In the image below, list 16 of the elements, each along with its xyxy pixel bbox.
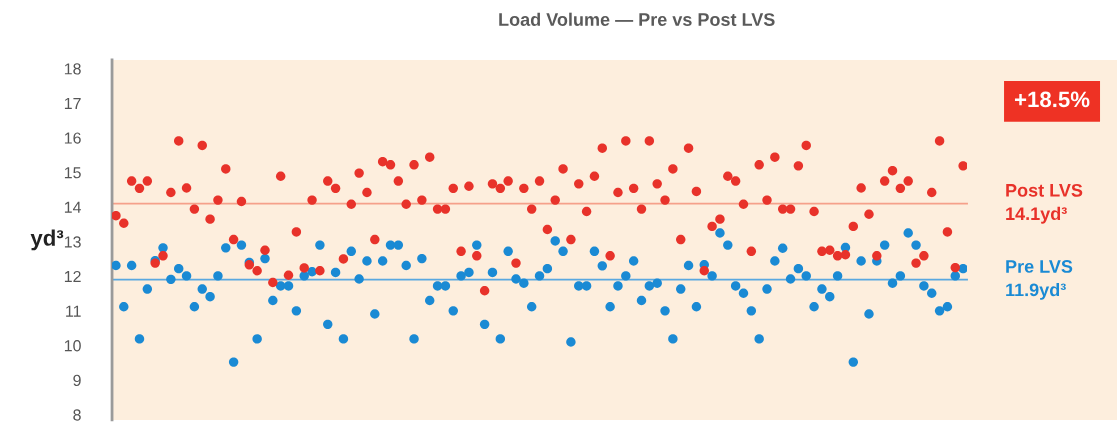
y-tick-label: 15 [64,167,81,179]
chart-title: Load Volume — Pre vs Post LVS [499,12,775,26]
y-tick-label: 14 [64,201,82,213]
text: +18.5% [1014,91,1090,108]
ref-line-label: Post LVS 14.1yd³ [1006,183,1083,224]
y-tick-label: 17 [64,97,81,109]
y-tick-label: 9 [73,374,81,387]
y-axis-title: yd³ [30,229,64,251]
y-tick-label: 12 [64,270,81,283]
y-tick-label: 11 [66,305,81,317]
y-tick-label: 13 [64,236,81,248]
y-tick-label: 16 [64,132,81,144]
y-tick-label: 10 [64,340,81,352]
ref-line-label: Pre LVS 11.9yd³ [1006,260,1073,300]
y-tick-label: 18 [64,63,81,75]
y-tick-label: 8 [73,409,81,421]
